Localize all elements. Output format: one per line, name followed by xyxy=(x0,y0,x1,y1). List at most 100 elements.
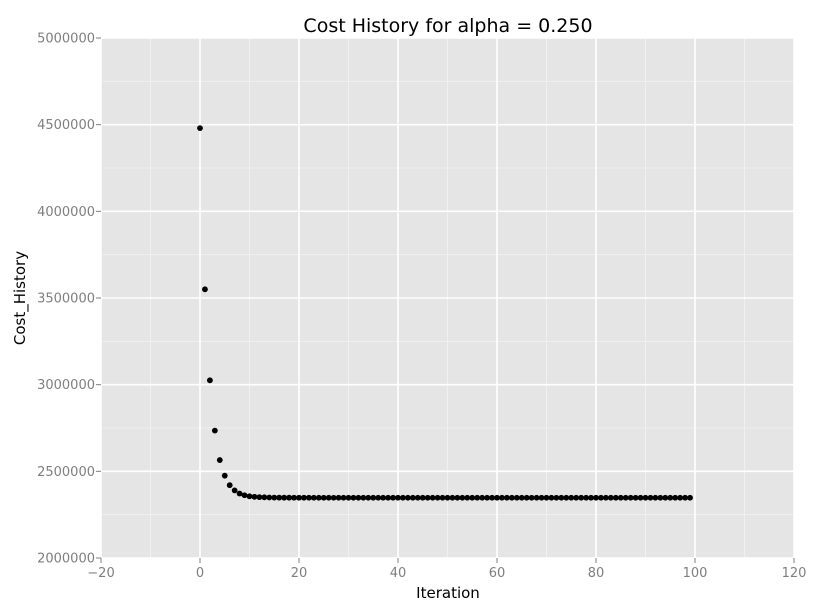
data-point xyxy=(677,494,684,501)
data-point xyxy=(202,286,208,293)
data-point xyxy=(296,494,302,501)
x-axis-label: Iteration xyxy=(416,584,480,602)
data-point xyxy=(612,494,619,501)
x-tick-label: 60 xyxy=(489,566,506,581)
data-point xyxy=(632,494,639,501)
data-point xyxy=(414,494,421,501)
data-point xyxy=(513,494,520,501)
data-point xyxy=(553,494,560,501)
data-point xyxy=(424,494,431,501)
data-point xyxy=(543,494,550,501)
data-point xyxy=(518,494,525,501)
x-tick-label: 100 xyxy=(683,566,708,581)
x-tick-label: 80 xyxy=(588,566,605,581)
data-point xyxy=(251,493,258,500)
data-point xyxy=(687,494,693,501)
data-point xyxy=(429,494,436,501)
data-point xyxy=(385,494,391,501)
data-point xyxy=(662,494,669,501)
data-point xyxy=(469,494,476,501)
data-point xyxy=(261,494,268,501)
data-point xyxy=(499,494,505,501)
x-tick-label: 40 xyxy=(390,566,407,581)
data-point xyxy=(548,494,555,501)
x-tick-label: −20 xyxy=(87,566,114,581)
data-point xyxy=(484,494,490,501)
data-point xyxy=(340,494,347,501)
data-point xyxy=(207,377,213,384)
data-point xyxy=(409,494,416,501)
data-point xyxy=(365,494,372,501)
data-point xyxy=(593,494,599,501)
data-point xyxy=(652,494,659,501)
y-axis: 2000000 2500000 3000000 3500000 4000000 45000… xyxy=(37,32,101,567)
data-point xyxy=(226,482,233,489)
data-point xyxy=(256,494,263,501)
data-point xyxy=(607,494,614,501)
y-tick-label: 5000000 xyxy=(37,32,95,47)
data-point xyxy=(672,494,679,501)
data-point xyxy=(667,494,674,501)
data-point xyxy=(533,494,540,501)
major-gridlines xyxy=(100,37,795,559)
data-point xyxy=(375,494,382,501)
data-point xyxy=(286,494,292,501)
data-point xyxy=(315,494,322,501)
data-point xyxy=(508,494,515,501)
data-point xyxy=(538,494,545,501)
data-point xyxy=(603,494,609,501)
data-point xyxy=(459,494,466,501)
data-point xyxy=(523,494,530,501)
data-point xyxy=(617,494,624,501)
data-point xyxy=(231,487,238,494)
data-point xyxy=(335,494,342,501)
data-point xyxy=(266,494,273,501)
data-point xyxy=(236,490,243,497)
data-point xyxy=(568,494,575,501)
data-point xyxy=(276,494,283,501)
data-point xyxy=(310,494,317,501)
x-tick-label: 120 xyxy=(782,566,807,581)
data-point xyxy=(504,494,510,501)
data-point xyxy=(464,494,471,501)
data-point xyxy=(197,125,203,132)
data-point xyxy=(419,494,426,501)
x-axis: −20 0 20 40 60 80 100 120 xyxy=(87,558,806,581)
data-point xyxy=(627,494,634,501)
data-point xyxy=(682,494,688,501)
data-point xyxy=(528,494,535,501)
data-point xyxy=(588,494,594,501)
data-point xyxy=(221,472,228,479)
data-point xyxy=(444,494,451,501)
data-point xyxy=(395,494,401,501)
data-point xyxy=(474,494,481,501)
data-point xyxy=(325,494,332,501)
data-point xyxy=(330,494,337,501)
data-point xyxy=(320,494,327,501)
data-point xyxy=(449,494,456,501)
data-point xyxy=(291,494,297,501)
data-point xyxy=(558,494,565,501)
y-axis-label: Cost_History xyxy=(11,251,30,345)
data-points xyxy=(197,125,693,501)
data-point xyxy=(281,494,288,501)
data-point xyxy=(494,494,500,501)
data-point xyxy=(637,494,644,501)
y-tick-label: 4500000 xyxy=(37,118,95,133)
data-point xyxy=(301,494,307,501)
data-point xyxy=(578,494,585,501)
data-point xyxy=(380,494,387,501)
data-point xyxy=(355,494,362,501)
chart-title: Cost History for alpha = 0.250 xyxy=(303,15,592,37)
y-tick-label: 2500000 xyxy=(37,465,95,480)
data-point xyxy=(434,494,441,501)
data-point xyxy=(598,494,604,501)
y-tick-label: 2000000 xyxy=(37,552,95,567)
data-point xyxy=(370,494,377,501)
data-point xyxy=(489,494,495,501)
data-point xyxy=(563,494,570,501)
data-point xyxy=(400,494,406,501)
data-point xyxy=(241,492,248,499)
data-point xyxy=(271,494,278,501)
